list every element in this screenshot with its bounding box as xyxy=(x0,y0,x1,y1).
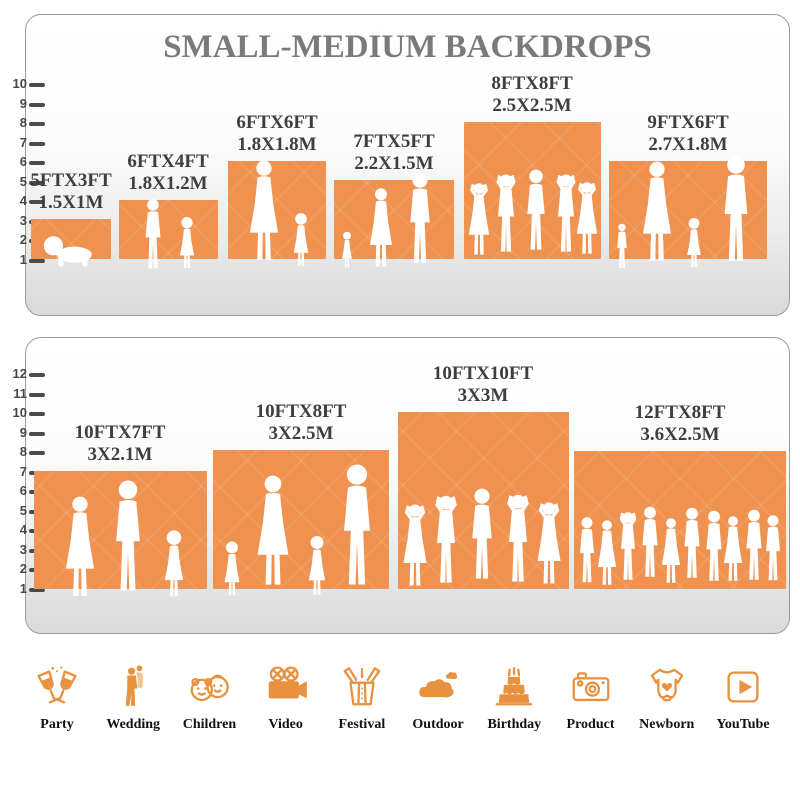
category-party: Party xyxy=(20,662,94,733)
product-camera-icon xyxy=(572,672,609,702)
category-label: Children xyxy=(182,717,237,732)
backdrop-rect-6x6 xyxy=(228,160,326,266)
size-label: 9FTX6FT 2.7X1.8M xyxy=(647,112,729,155)
backdrop-rect-10x10 xyxy=(398,412,569,589)
tick-mark xyxy=(29,82,45,87)
size-label: 12FTX8FT 3.6X2.5M xyxy=(634,402,726,445)
tick-mark xyxy=(29,102,45,107)
backdrop-rect-6x4 xyxy=(119,199,218,269)
ruler-mark: 10 xyxy=(5,76,45,91)
category-outdoor: Outdoor xyxy=(401,662,475,733)
tick-mark xyxy=(29,199,45,204)
category-newborn: Newborn xyxy=(630,662,704,733)
newborn-onesie-icon xyxy=(650,668,683,702)
ruler-mark: 9 xyxy=(5,96,45,111)
tick-mark xyxy=(29,258,45,263)
tick-mark xyxy=(29,141,45,146)
category-label: Wedding xyxy=(106,717,161,732)
category-label: Product xyxy=(566,717,615,732)
figure-crowd xyxy=(579,506,781,585)
small-medium-backdrops-panel: SMALL-MEDIUM BACKDROPS 10 9 8 7 6 5 4 3 … xyxy=(13,14,790,316)
children-faces-icon xyxy=(191,674,230,702)
birthday-cake-icon xyxy=(495,667,533,706)
outdoor-cloud-icon xyxy=(419,672,458,698)
category-children: Children xyxy=(172,662,246,733)
large-backdrops-panel: 12 11 10 9 8 7 6 5 4 3 2 1 10FTX7FT 3X2.1… xyxy=(13,337,790,634)
category-label: Party xyxy=(40,717,74,732)
page-title: SMALL-MEDIUM BACKDROPS xyxy=(163,29,652,65)
size-label: 5FTX3FT 1.5X1M xyxy=(30,170,112,213)
ruler-mark: 6 xyxy=(5,154,45,169)
backdrop-rect-5x3 xyxy=(31,219,111,267)
backdrop-rect-8x8 xyxy=(464,122,601,259)
ruler-mark: 7 xyxy=(5,135,45,150)
category-label: YouTube xyxy=(716,717,770,732)
tick-mark xyxy=(29,121,45,126)
party-glasses-icon xyxy=(37,666,77,704)
figure-group-five-adults xyxy=(468,169,598,255)
festival-gift-icon xyxy=(343,667,381,706)
video-camera-icon xyxy=(268,666,307,699)
category-label: Festival xyxy=(338,717,386,732)
category-birthday: Birthday xyxy=(477,662,551,733)
ruler-scale-top: 10 9 8 7 6 5 4 3 2 1 xyxy=(5,15,51,315)
ruler-mark: 10 xyxy=(5,405,45,420)
tick-mark xyxy=(29,587,45,592)
figure-family-three xyxy=(342,172,430,268)
backdrop-rect-10x8 xyxy=(213,450,389,596)
backdrop-rect-9x6 xyxy=(609,156,767,268)
tick-mark xyxy=(29,450,45,455)
category-label: Newborn xyxy=(639,717,695,732)
size-label: 10FTX7FT 3X2.1M xyxy=(74,422,166,465)
figure-family-four xyxy=(224,464,370,596)
category-label: Outdoor xyxy=(412,717,464,732)
tick-mark xyxy=(29,160,45,165)
category-video: Video xyxy=(249,662,323,733)
category-label: Birthday xyxy=(487,717,542,732)
tick-mark xyxy=(29,411,45,416)
backdrop-rect-12x8 xyxy=(574,451,786,589)
wedding-couple-icon xyxy=(126,665,144,706)
figure-family-four xyxy=(617,156,748,268)
figure-two-children xyxy=(145,199,195,269)
ruler-mark: 8 xyxy=(5,444,45,459)
size-label: 7FTX5FT 2.2X1.5M xyxy=(353,131,435,174)
category-wedding: Wedding xyxy=(96,662,170,733)
figure-mother-and-girl xyxy=(250,160,309,266)
figure-family-three xyxy=(66,480,184,597)
tick-mark xyxy=(29,431,45,436)
tick-mark xyxy=(29,372,45,377)
size-label: 10FTX8FT 3X2.5M xyxy=(255,401,347,444)
category-product: Product xyxy=(554,662,628,733)
category-label: Video xyxy=(268,717,303,732)
ruler-mark: 11 xyxy=(5,386,45,401)
size-label: 6FTX4FT 1.8X1.2M xyxy=(127,151,209,194)
category-row: Party Wedding Children xyxy=(20,662,780,733)
size-label: 6FTX6FT 1.8X1.8M xyxy=(236,112,318,155)
backdrop-rect-10x7 xyxy=(34,471,207,597)
ruler-mark: 5 xyxy=(5,174,45,189)
ruler-mark: 4 xyxy=(5,193,45,208)
size-label: 10FTX10FT 3X3M xyxy=(432,363,534,406)
size-label: 8FTX8FT 2.5X2.5M xyxy=(491,73,573,116)
ruler-mark: 1 xyxy=(5,581,45,596)
ruler-mark: 8 xyxy=(5,115,45,130)
youtube-play-icon xyxy=(727,671,759,703)
tick-mark xyxy=(29,392,45,397)
category-youtube: YouTube xyxy=(706,662,780,733)
ruler-mark: 9 xyxy=(5,425,45,440)
figure-group-five-adults xyxy=(403,488,561,586)
ruler-mark: 1 xyxy=(5,252,45,267)
category-festival: Festival xyxy=(325,662,399,733)
ruler-mark: 12 xyxy=(5,366,45,381)
tick-mark xyxy=(29,180,45,185)
backdrop-rect-7x5 xyxy=(334,172,454,268)
figure-crawling-baby xyxy=(43,236,92,267)
